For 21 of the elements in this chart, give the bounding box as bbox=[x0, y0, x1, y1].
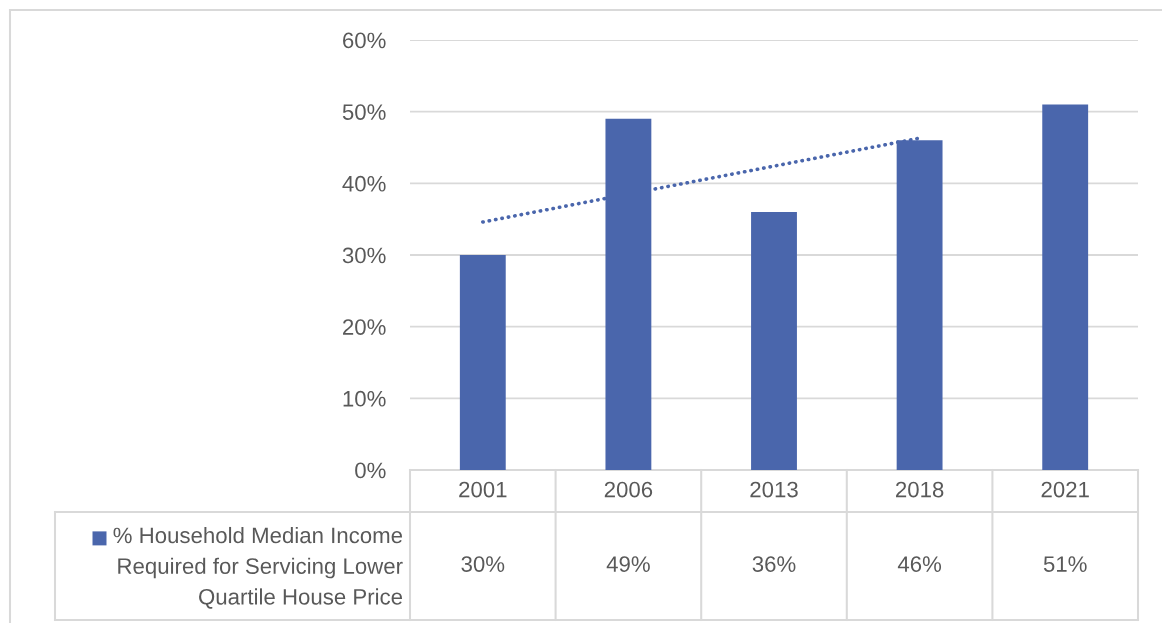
x-tick-label: 2021 bbox=[1041, 481, 1089, 498]
y-tick-label: 0% bbox=[355, 462, 386, 479]
data-label: 49% bbox=[606, 556, 650, 572]
y-tick-label: 20% bbox=[343, 319, 386, 335]
y-tick-label: 60% bbox=[343, 32, 386, 49]
bar bbox=[751, 212, 797, 470]
data-label: 36% bbox=[752, 556, 796, 572]
bar bbox=[459, 255, 506, 470]
x-tick-label: 2006 bbox=[604, 481, 653, 498]
y-tick-label: 50% bbox=[342, 104, 386, 120]
data-label: 30% bbox=[461, 556, 505, 572]
x-tick-label: 2013 bbox=[750, 481, 798, 498]
legend-label: % Household Median Income Required for Servicing Lower Quartile House Price bbox=[113, 526, 403, 609]
data-label: 46% bbox=[897, 556, 942, 572]
data-label: 51% bbox=[1043, 556, 1087, 572]
y-tick-label: 40% bbox=[342, 175, 386, 192]
y-tick-label: 30% bbox=[342, 247, 386, 264]
y-tick-label: 10% bbox=[343, 390, 386, 407]
bar bbox=[1042, 104, 1089, 470]
x-tick-label: 2001 bbox=[459, 481, 507, 498]
x-tick-label: 2018 bbox=[896, 481, 944, 498]
